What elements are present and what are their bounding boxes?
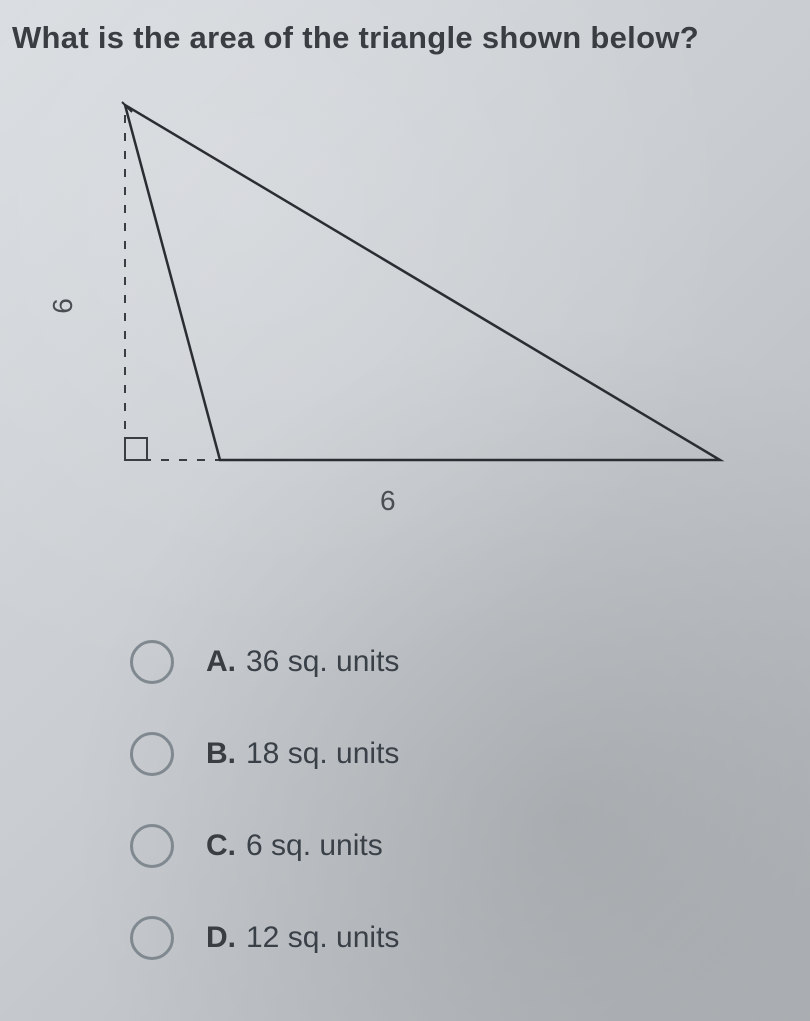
option-b-text: 18 sq. units (246, 737, 399, 771)
option-a-letter: A. (206, 645, 236, 679)
answer-options: A. 36 sq. units B. 18 sq. units C. 6 sq.… (130, 640, 730, 1008)
option-c-letter: C. (206, 829, 236, 863)
radio-d[interactable] (130, 916, 174, 960)
right-angle-marker (125, 438, 147, 460)
option-b-row[interactable]: B. 18 sq. units (130, 732, 730, 776)
option-a-row[interactable]: A. 36 sq. units (130, 640, 730, 684)
triangle-shape (125, 105, 720, 460)
radio-b[interactable] (130, 732, 174, 776)
triangle-diagram: 6 6 (40, 90, 740, 510)
option-b-letter: B. (206, 737, 236, 771)
radio-c[interactable] (130, 824, 174, 868)
option-d-text: 12 sq. units (246, 921, 399, 955)
height-label: 6 (47, 298, 79, 314)
base-label: 6 (380, 485, 396, 517)
option-d-row[interactable]: D. 12 sq. units (130, 916, 730, 960)
radio-a[interactable] (130, 640, 174, 684)
option-c-text: 6 sq. units (246, 829, 383, 863)
option-a-text: 36 sq. units (246, 645, 399, 679)
triangle-svg (40, 90, 740, 510)
question-text: What is the area of the triangle shown b… (12, 20, 699, 56)
option-d-letter: D. (206, 921, 236, 955)
option-c-row[interactable]: C. 6 sq. units (130, 824, 730, 868)
